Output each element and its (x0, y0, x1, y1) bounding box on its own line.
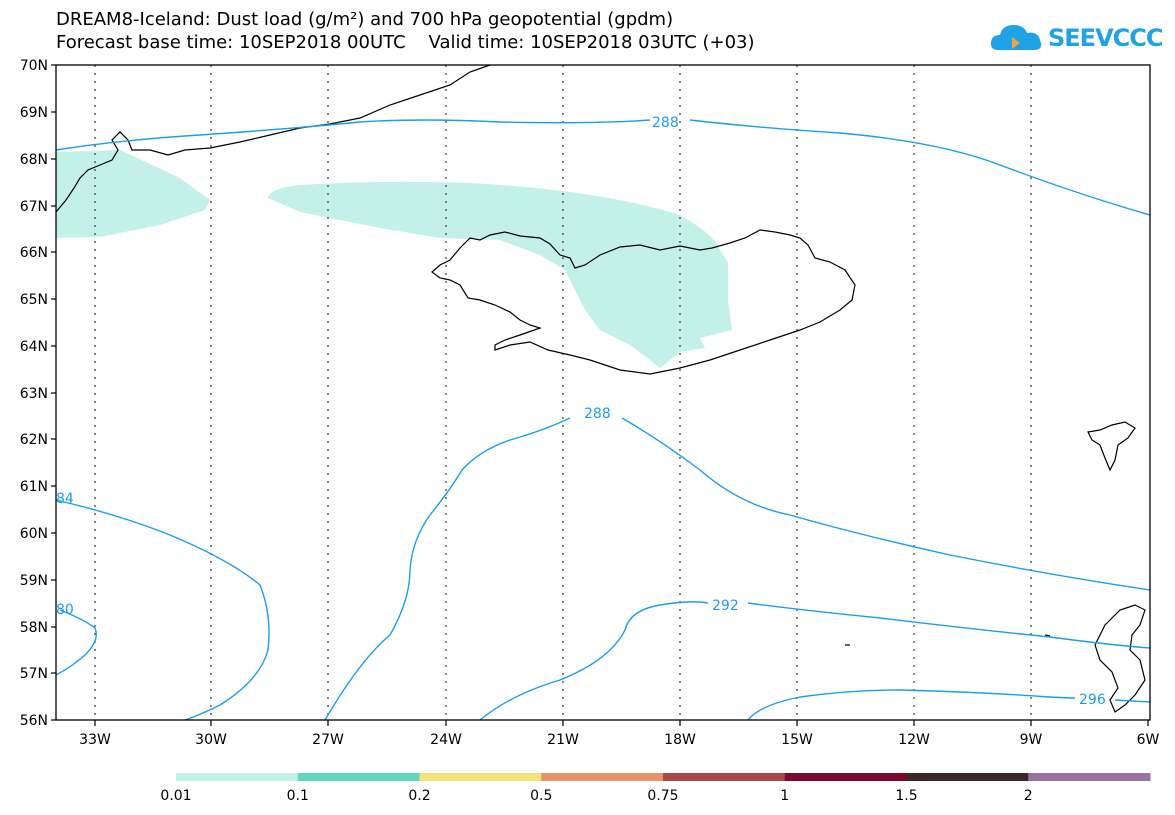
colorbar-label: 0.5 (530, 788, 552, 804)
lat-label: 68N (20, 152, 48, 168)
lon-label: 30W (195, 732, 227, 748)
colorbar-label: 0.1 (287, 788, 309, 804)
contour-label-288-south: 288 (584, 406, 611, 422)
colorbar-label: 0.01 (160, 788, 191, 804)
contour-label-80: 80 (56, 602, 74, 618)
lon-label: 18W (664, 732, 696, 748)
lon-label: 21W (547, 732, 579, 748)
colorbar-swatch (176, 773, 299, 781)
contour-label-292: 292 (712, 598, 739, 614)
lat-label: 63N (20, 386, 48, 402)
dust-shading (56, 150, 732, 368)
lon-grid (94, 65, 1032, 720)
lat-label: 64N (20, 339, 48, 355)
lat-label: 58N (20, 620, 48, 636)
contour-label-84: 84 (56, 491, 74, 507)
lat-axis (51, 64, 56, 721)
colorbar-swatch (297, 773, 420, 781)
colorbar-swatch (784, 773, 907, 781)
lat-label: 70N (20, 58, 48, 74)
contour-label-296: 296 (1079, 692, 1106, 708)
lat-label: 67N (20, 199, 48, 215)
lat-label: 56N (20, 713, 48, 729)
lat-label: 59N (20, 573, 48, 589)
lat-label: 69N (20, 105, 48, 121)
lat-label: 57N (20, 666, 48, 682)
lat-label: 60N (20, 526, 48, 542)
contour-labels: 288 288 292 296 84 80 (56, 115, 1106, 708)
logo-text: SEEVCCC (1048, 24, 1163, 52)
map-subtitle: Forecast base time: 10SEP2018 00UTC Vali… (56, 32, 755, 53)
lon-label: 33W (79, 732, 111, 748)
lon-label: 12W (898, 732, 930, 748)
colorbar: 0.01 0.1 0.2 0.5 0.75 1 1.5 2 (160, 773, 1151, 804)
lat-label: 61N (20, 479, 48, 495)
colorbar-swatch (663, 773, 786, 781)
colorbar-swatch (541, 773, 664, 781)
lon-label: 6W (1137, 732, 1160, 748)
colorbar-label: 2 (1024, 788, 1033, 804)
colorbar-swatch (1028, 773, 1151, 781)
lon-label: 9W (1020, 732, 1043, 748)
colorbar-label: 0.2 (408, 788, 430, 804)
lat-label: 62N (20, 432, 48, 448)
coastlines (55, 64, 1146, 713)
colorbar-label: 1.5 (895, 788, 917, 804)
map-title: DREAM8-Iceland: Dust load (g/m²) and 700… (56, 9, 674, 30)
map-frame (55, 64, 1151, 721)
lon-axis (94, 720, 1149, 726)
lat-label: 65N (20, 292, 48, 308)
geopotential-contours (55, 119, 1151, 721)
cloud-logo-icon (990, 25, 1042, 50)
colorbar-label: 1 (780, 788, 789, 804)
colorbar-label: 0.75 (647, 788, 678, 804)
lon-label: 24W (430, 732, 462, 748)
lat-label: 66N (20, 245, 48, 261)
colorbar-swatch (419, 773, 542, 781)
contour-label-288-north: 288 (652, 115, 679, 131)
lon-label: 15W (781, 732, 813, 748)
colorbar-swatch (906, 773, 1029, 781)
lon-label: 27W (312, 732, 344, 748)
